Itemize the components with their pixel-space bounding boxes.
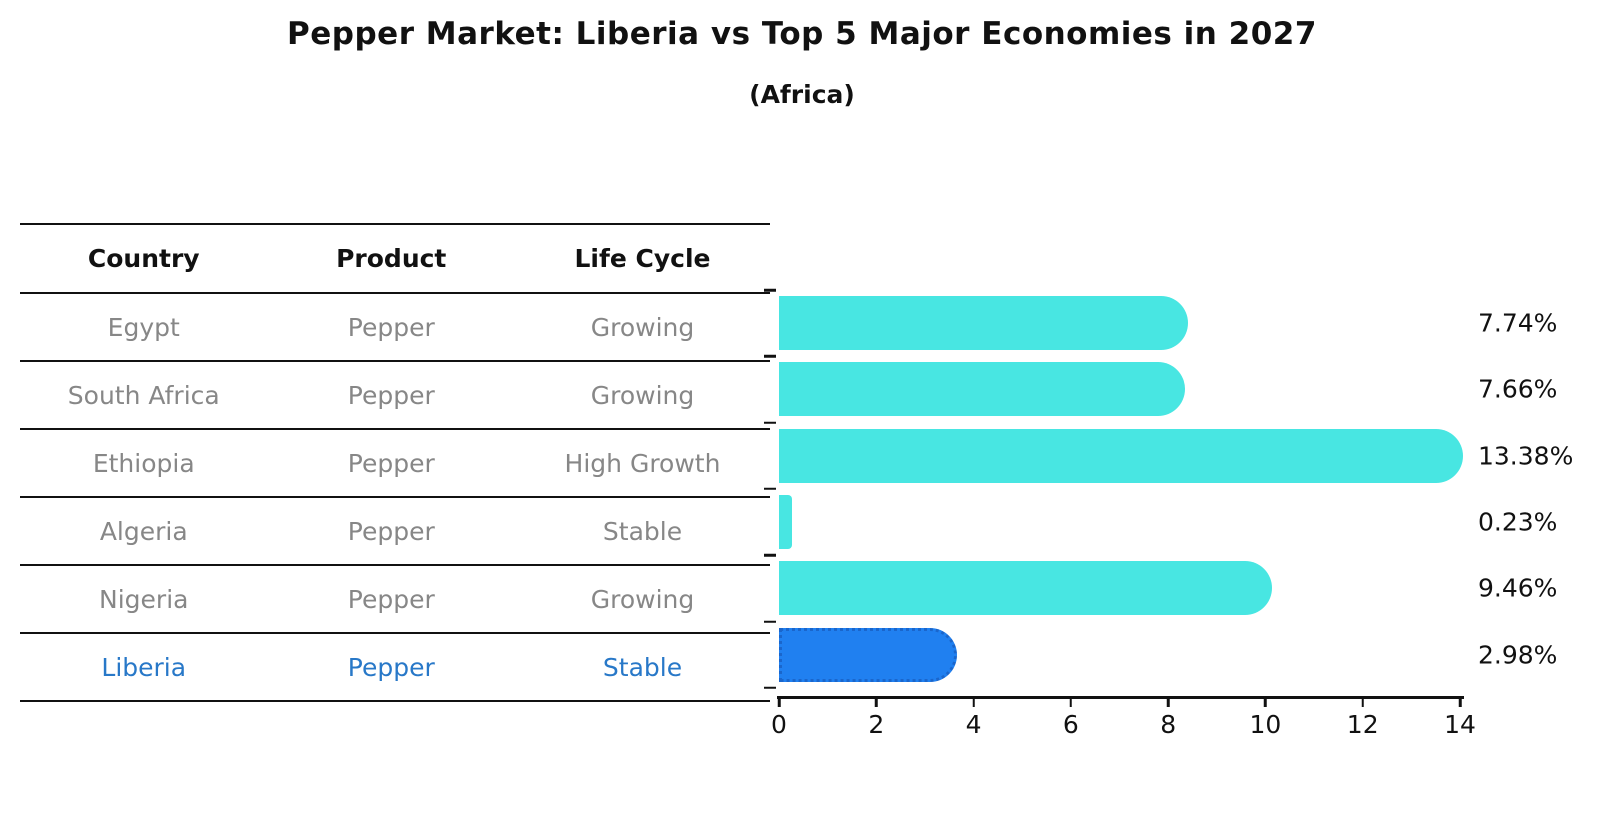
cell-country: Egypt [107, 312, 180, 342]
y-tick-mark [764, 487, 776, 491]
chart-title: Pepper Market: Liberia vs Top 5 Major Ec… [287, 16, 1317, 52]
x-tick-mark [1069, 698, 1073, 707]
table-row: Nigeria Pepper Growing [20, 564, 770, 632]
value-label: 9.46% [1478, 573, 1558, 603]
cell-life-cycle: Stable [602, 516, 683, 546]
cell-product: Pepper [347, 584, 435, 614]
x-tick-mark [777, 698, 781, 707]
y-tick-mark [764, 421, 776, 424]
bar-liberia [779, 627, 957, 682]
y-tick-mark [764, 686, 776, 690]
column-header-product: Product [336, 244, 447, 273]
cell-country: South Africa [67, 380, 220, 410]
cell-life-cycle: Stable [602, 652, 683, 682]
chart-subtitle: (Africa) [749, 80, 855, 109]
value-label: 2.98% [1478, 640, 1558, 670]
x-tick-label: 6 [1062, 710, 1079, 739]
value-label: 7.66% [1478, 374, 1558, 404]
x-tick-label: 10 [1249, 710, 1282, 739]
x-tick-label: 8 [1160, 710, 1177, 739]
cell-product: Pepper [347, 516, 435, 546]
x-tick-label: 2 [868, 710, 885, 739]
table-row-liberia: Liberia Pepper Stable [20, 632, 770, 702]
x-tick-label: 4 [965, 710, 982, 739]
x-tick-mark [1361, 698, 1364, 707]
table-row: Algeria Pepper Stable [20, 496, 770, 564]
x-axis-line [777, 696, 1464, 699]
bar-nigeria [779, 561, 1273, 616]
x-tick-mark [1264, 698, 1267, 707]
cell-country: Nigeria [99, 584, 189, 614]
bar-south-africa [779, 362, 1185, 417]
y-tick-mark [764, 355, 776, 358]
y-tick-mark [764, 553, 776, 557]
value-label: 13.38% [1478, 441, 1574, 471]
table-row: Ethiopia Pepper High Growth [20, 428, 770, 496]
table-header-row: Country Product Life Cycle [20, 223, 770, 292]
x-tick-label: 12 [1346, 710, 1379, 739]
bar-ethiopia [779, 428, 1463, 483]
x-tick-mark [972, 698, 975, 707]
value-label: 7.74% [1478, 308, 1558, 338]
x-tick-mark [1458, 698, 1462, 707]
x-tick-label: 0 [771, 710, 787, 739]
y-tick-mark [764, 288, 776, 292]
column-header-life-cycle: Life Cycle [574, 244, 711, 273]
cell-life-cycle: Growing [590, 380, 695, 410]
cell-product: Pepper [347, 448, 435, 478]
cell-country: Algeria [99, 516, 188, 546]
x-tick-mark [875, 698, 878, 707]
table-row: South Africa Pepper Growing [20, 360, 770, 428]
cell-country: Ethiopia [92, 448, 195, 478]
cell-country: Liberia [101, 652, 187, 682]
cell-life-cycle: High Growth [564, 448, 721, 478]
x-tick-mark [1166, 698, 1170, 707]
y-tick-mark [764, 620, 776, 623]
cell-product: Pepper [347, 380, 435, 410]
cell-life-cycle: Growing [590, 584, 695, 614]
cell-product: Pepper [347, 652, 435, 682]
x-tick-label: 14 [1444, 710, 1476, 739]
bar-algeria [779, 495, 793, 550]
value-label: 0.23% [1478, 507, 1558, 537]
table-row: Egypt Pepper Growing [20, 292, 770, 360]
column-header-country: Country [87, 244, 200, 273]
cell-product: Pepper [347, 312, 435, 342]
cell-life-cycle: Growing [590, 312, 695, 342]
bar-egypt [779, 296, 1189, 351]
country-table: Country Product Life Cycle Egypt Pepper … [20, 223, 770, 702]
